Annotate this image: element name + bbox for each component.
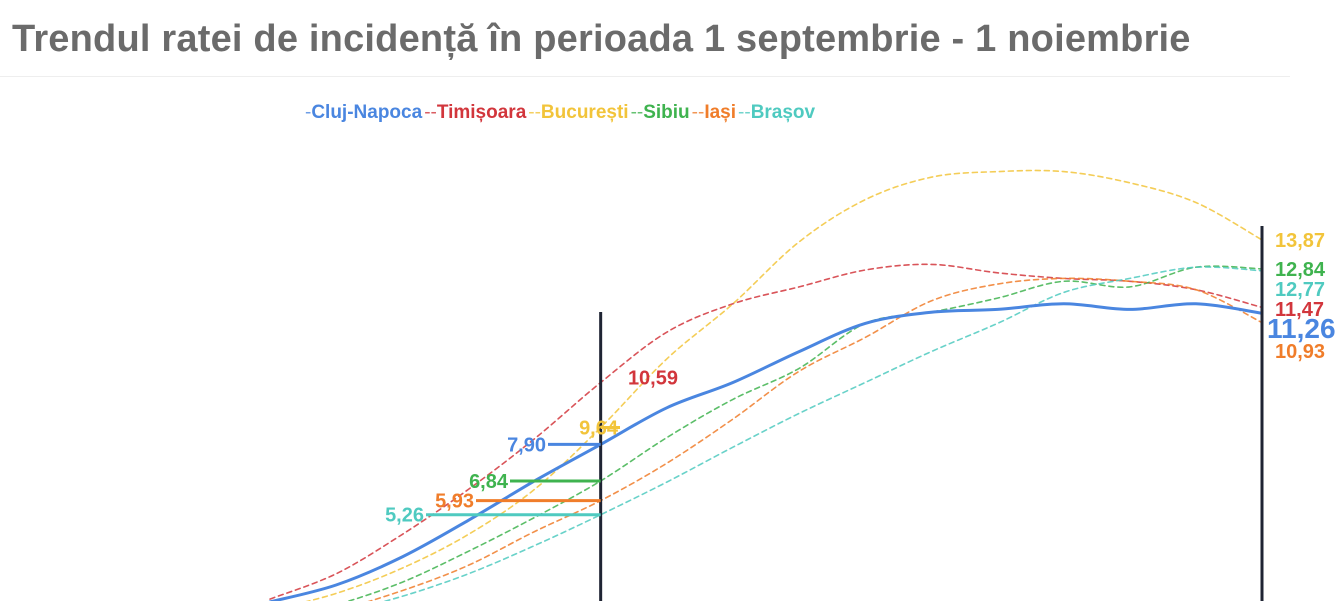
legend-label-timisoara: Timișoara — [436, 102, 527, 123]
end-label-sibiu: 12,84 — [1275, 259, 1326, 281]
title-divider — [0, 76, 1290, 77]
legend-item-brasov: --Brașov — [738, 102, 816, 123]
legend-label-cluj-napoca: Cluj-Napoca — [311, 102, 423, 123]
legend-label-sibiu: Sibiu — [643, 102, 690, 123]
series-line-brasov — [383, 266, 1263, 601]
chart-title: Trendul ratei de incidență în perioada 1… — [12, 18, 1191, 60]
start-label-cluj-napoca: 7,90 — [507, 434, 546, 456]
end-label-timisoara: 11,47 — [1275, 299, 1324, 321]
chart-legend: -Cluj-Napoca --Timișoara --București --Sibi… — [305, 102, 817, 124]
start-label-iasi: 5,93 — [435, 491, 474, 513]
legend-label-bucuresti: București — [540, 102, 629, 123]
series-line-cluj-napoca — [268, 302, 1264, 601]
legend-label-brasov: Brașov — [750, 102, 816, 123]
series-line-timisoara — [269, 263, 1263, 600]
end-label-bucuresti: 13,87 — [1275, 230, 1325, 252]
end-label-cluj-napoca: 11,26 — [1267, 313, 1336, 344]
end-label-iasi: 10,93 — [1275, 341, 1325, 363]
legend-item-timisoara: --Timișoara — [424, 102, 527, 123]
legend-item-iasi: --Iași — [691, 102, 737, 123]
start-label-brasov: 5,26 — [385, 505, 424, 527]
series-line-iasi — [367, 277, 1263, 601]
start-label-bucuresti: 9,64 — [579, 418, 619, 440]
series-line-sibiu — [346, 265, 1263, 601]
legend-item-bucuresti: --București — [528, 102, 629, 123]
legend-item-cluj-napoca: -Cluj-Napoca — [305, 102, 423, 123]
start-label-timisoara: 10,59 — [628, 368, 678, 390]
start-label-sibiu: 6,84 — [469, 471, 509, 493]
legend-label-iasi: Iași — [704, 102, 737, 123]
series-line-bucuresti — [305, 169, 1263, 601]
legend-item-sibiu: --Sibiu — [630, 102, 690, 123]
end-label-brasov: 12,77 — [1275, 279, 1325, 301]
